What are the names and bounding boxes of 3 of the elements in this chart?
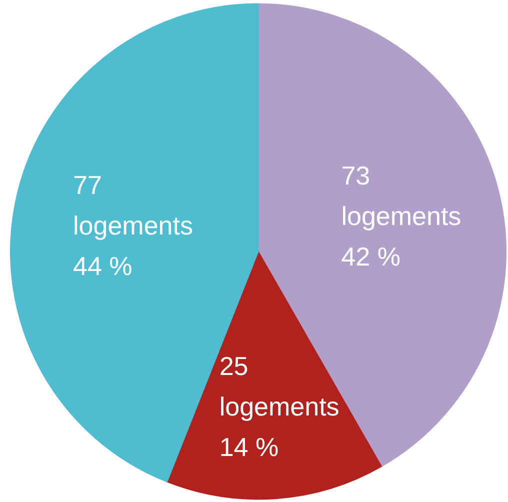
data-label: 25 logements 14 % [219,351,340,462]
data-label: 77 logements 44 % [73,170,193,282]
data-label: 73 logements 42 % [341,160,462,272]
